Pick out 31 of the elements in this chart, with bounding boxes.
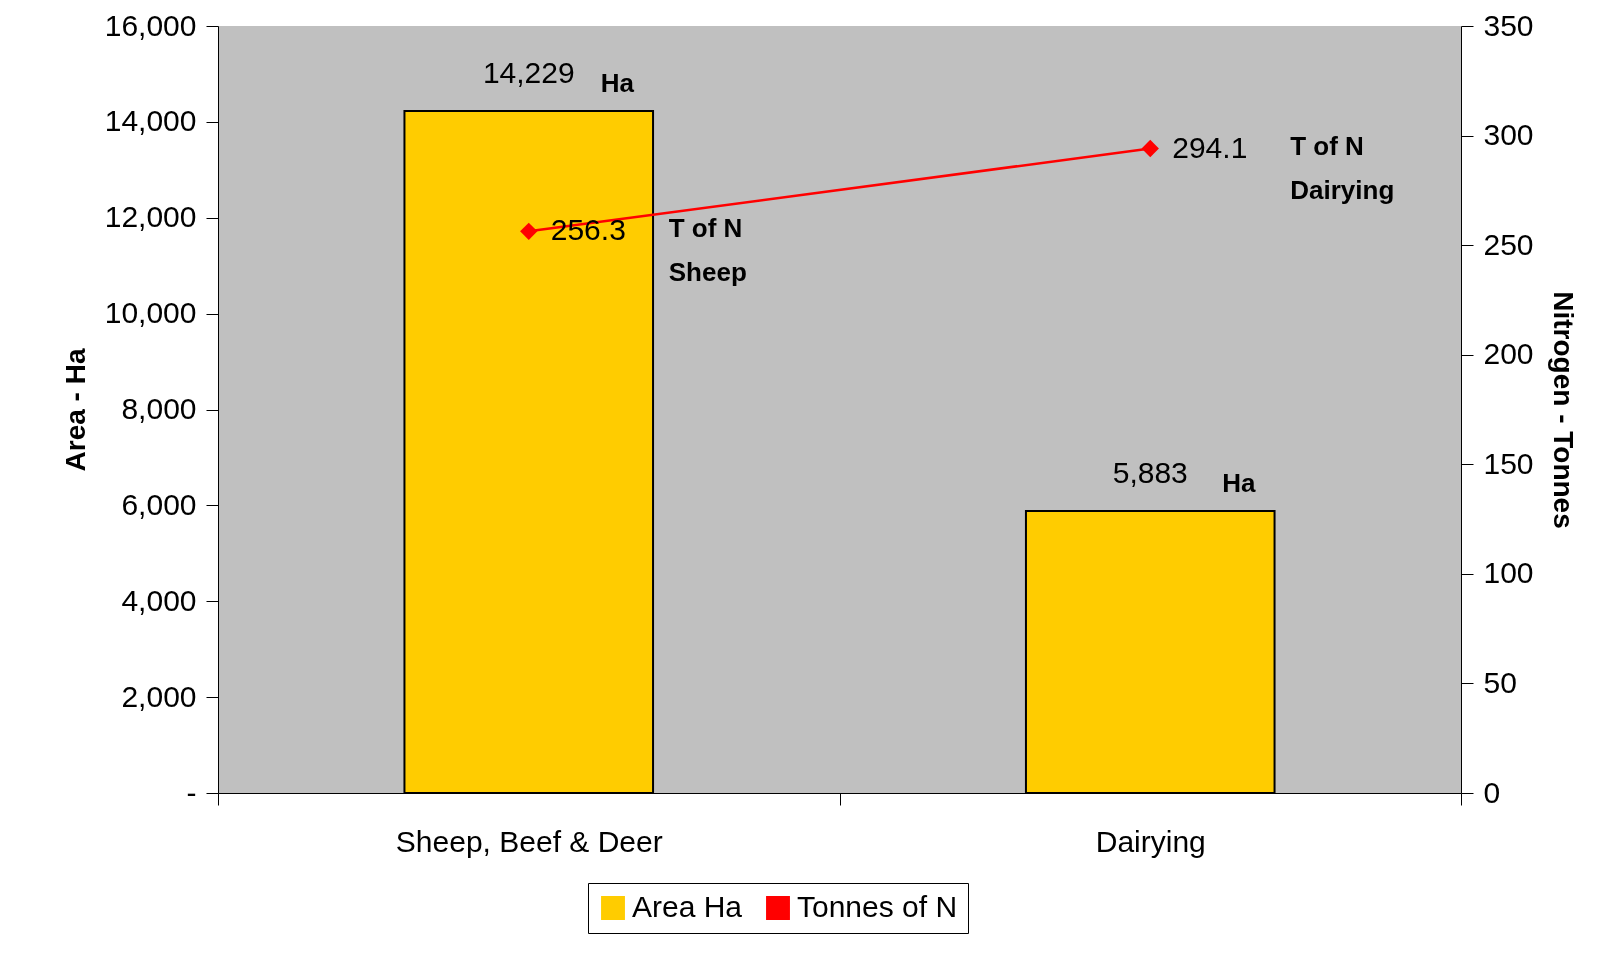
y2-axis-title: Nitrogen - Tonnes [1547,291,1579,529]
y-tick-label: 8,000 [121,392,197,425]
y-tick-label: 14,000 [104,104,197,138]
x-tick-label: Sheep, Beef & Deer [395,824,663,858]
data-label: 14,229 [482,55,575,89]
annotation: T of N Sheep [668,213,747,288]
y2-tick-label: 150 [1483,446,1534,480]
legend-label: Area Ha [632,890,743,923]
y-tick-label: 6,000 [121,487,197,521]
y2-tick-label: 200 [1483,337,1534,371]
y2-tick-label: 50 [1483,665,1517,699]
data-label: 256.3 [550,213,626,247]
annotation: Ha [600,67,635,98]
annotation: T of N Dairying [1290,130,1395,205]
y2-tick-label: 100 [1483,556,1534,590]
y2-tick-label: 300 [1483,118,1534,152]
y-tick-label: 4,000 [121,583,197,617]
y-tick-label: 2,000 [121,679,197,713]
x-tick-label: Dairying [1095,824,1206,858]
y2-tick-label: 250 [1483,227,1534,261]
data-label: 294.1 [1172,130,1248,164]
y-tick-label: 16,000 [104,8,197,42]
data-label: 5,883 [1112,455,1188,489]
y2-tick-label: 0 [1483,775,1501,809]
y-tick-label: - [186,775,197,809]
legend-label: Tonnes of N [797,890,958,923]
y2-tick-label: 350 [1483,8,1534,42]
y-axis-title: Area - Ha [59,348,91,472]
y-tick-label: 12,000 [104,200,197,234]
y-tick-label: 10,000 [104,296,197,330]
annotation: Ha [1222,467,1257,498]
